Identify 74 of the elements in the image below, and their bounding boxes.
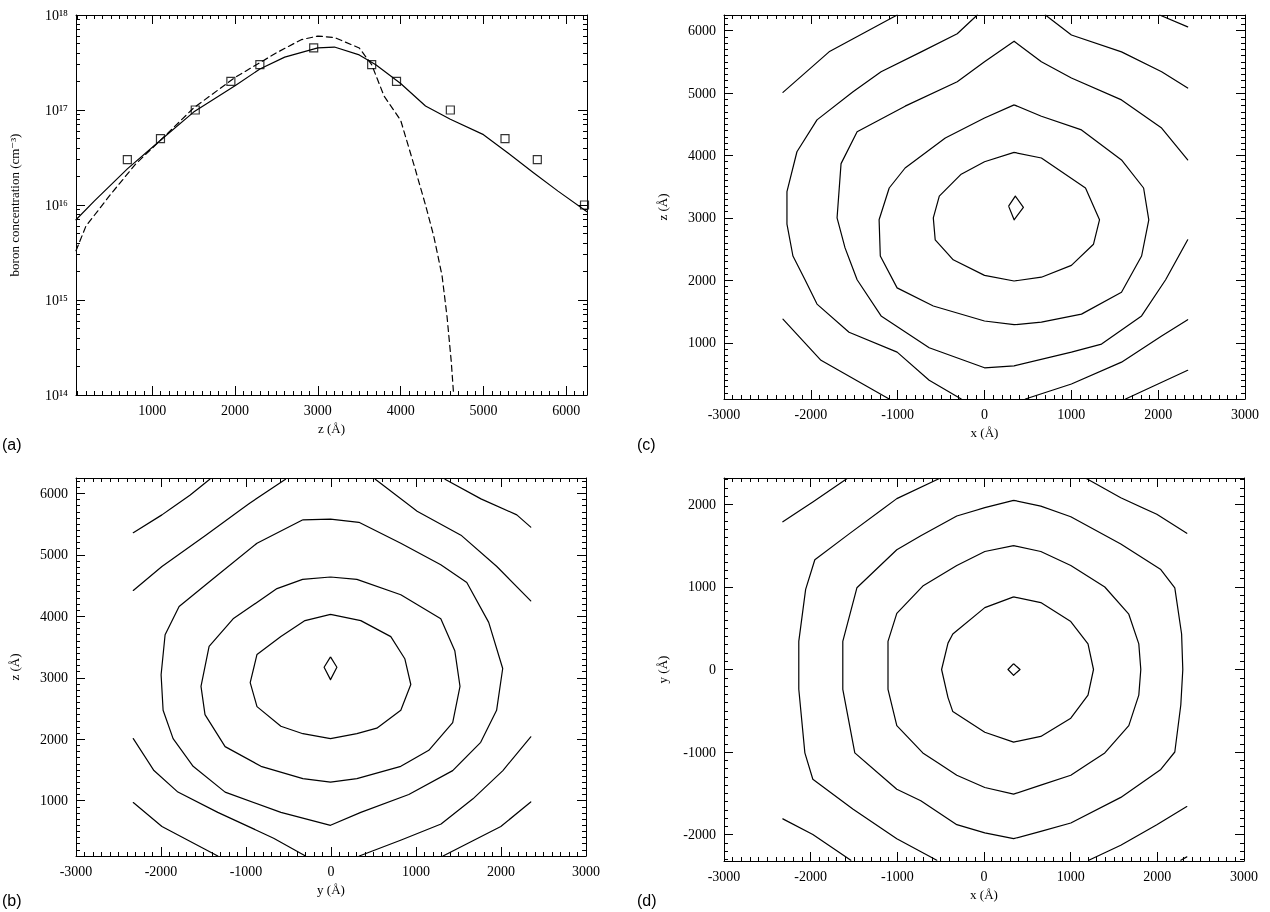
y-axis-title: z (Å)	[7, 653, 22, 681]
y-tick-label: 6000	[688, 23, 716, 39]
y-tick-label: 10¹⁸	[44, 7, 69, 23]
x-tick-label: 2000	[487, 863, 515, 879]
x-tick-label: 1000	[1056, 868, 1085, 884]
x-tick-label: 2000	[1143, 868, 1172, 884]
y-tick-label: 1000	[688, 579, 716, 595]
x-tick-label: -1000	[881, 868, 914, 884]
x-tick-label: 1000	[402, 863, 430, 879]
y-tick-label: -1000	[683, 744, 716, 760]
point	[445, 105, 455, 115]
y-tick-label: 10¹⁴	[44, 387, 69, 403]
point	[255, 60, 265, 70]
x-tick-label: 0	[981, 406, 988, 422]
text: (b)	[2, 891, 22, 909]
point	[226, 76, 236, 86]
y-tick-label: 0	[709, 662, 716, 677]
x-tick-label: -1000	[229, 863, 263, 879]
point	[367, 60, 377, 70]
y-tick-label: -2000	[683, 827, 716, 843]
y-axis-title: boron concentration (cm⁻³)	[7, 133, 22, 277]
y-tick-label: 4000	[688, 147, 716, 163]
text: (d)	[637, 891, 657, 909]
y-axis-title: y (Å)	[655, 655, 670, 684]
point	[391, 76, 402, 86]
x-axis-title: y (Å)	[317, 881, 345, 897]
y-tick-label: 10¹⁷	[44, 102, 69, 118]
y-tick-label: 1000	[688, 335, 716, 351]
y-tick-label: 2000	[40, 731, 68, 747]
x-tick-label: -2000	[794, 406, 828, 422]
x-tick-label: 0	[327, 863, 335, 879]
x-tick-label: 3000	[1231, 406, 1259, 422]
y-tick-label: 4000	[40, 608, 68, 624]
x-tick-label: 1000	[138, 402, 167, 418]
point	[532, 155, 542, 165]
y-axis-title: z (Å)	[655, 193, 670, 221]
line-series	[836, 40, 1189, 369]
x-tick-label: 3000	[303, 402, 332, 418]
x-tick-label: -3000	[707, 406, 741, 422]
x-tick-label: 2000	[221, 402, 250, 418]
point	[155, 134, 166, 144]
y-tick-label: 10¹⁵	[44, 292, 69, 308]
point	[190, 105, 200, 115]
text: (a)	[2, 435, 22, 453]
y-tick-label: 3000	[688, 210, 716, 226]
point	[579, 200, 590, 210]
x-axis-title: z (Å)	[317, 420, 346, 436]
y-tick-label: 6000	[40, 485, 68, 501]
x-tick-label: -2000	[794, 868, 827, 884]
x-tick-label: 2000	[1144, 406, 1173, 422]
y-tick-label: 10¹⁶	[44, 197, 69, 213]
y-tick-label: 3000	[40, 670, 68, 686]
x-tick-label: 3000	[1230, 868, 1258, 884]
y-tick-label: 1000	[40, 793, 68, 809]
point	[500, 134, 510, 144]
x-tick-label: -3000	[59, 863, 93, 879]
y-tick-label: 5000	[688, 85, 716, 101]
x-tick-label: 5000	[469, 402, 498, 418]
x-tick-label: 1000	[1057, 406, 1086, 422]
x-tick-label: 4000	[386, 402, 415, 418]
x-tick-label: 3000	[572, 863, 600, 879]
y-tick-label: 5000	[40, 547, 68, 563]
x-tick-label: 6000	[552, 402, 581, 418]
point	[122, 155, 132, 165]
x-tick-label: -3000	[707, 868, 741, 884]
y-tick-label: 2000	[688, 496, 716, 512]
text: (c)	[637, 435, 656, 453]
x-tick-label: -1000	[881, 406, 914, 422]
x-axis-title: x (Å)	[970, 424, 999, 440]
x-tick-label: -2000	[144, 863, 178, 879]
y-tick-label: 2000	[688, 272, 716, 288]
x-tick-label: 0	[980, 868, 988, 884]
point	[309, 43, 319, 53]
x-axis-title: x (Å)	[970, 886, 998, 902]
